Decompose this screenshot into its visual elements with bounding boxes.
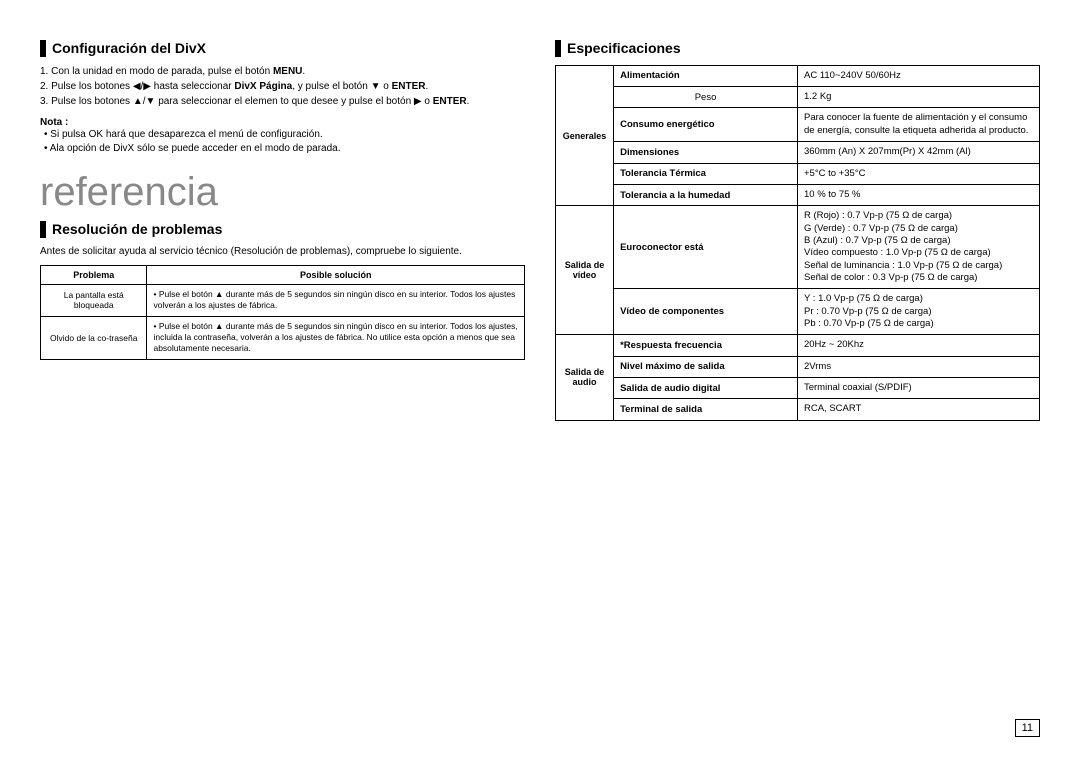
problems-header-solucion: Posible solución [147, 265, 525, 284]
spec-value: 1.2 Kg [797, 87, 1039, 108]
spec-label: Dimensiones [614, 142, 798, 163]
step1-b1: MENU [273, 66, 302, 77]
spec-value: Para conocer la fuente de alimentación y… [797, 108, 1039, 142]
nota-item: Ala opción de DivX sólo se puede acceder… [44, 142, 525, 156]
table-row: Consumo energéticoPara conocer la fuente… [556, 108, 1040, 142]
spec-label: Tolerancia Térmica [614, 163, 798, 184]
table-row: Salida de audio*Respuesta frecuencia20Hz… [556, 335, 1040, 356]
divx-steps: 1. Con la unidad en modo de parada, puls… [40, 65, 525, 109]
spec-label: Salida de audio digital [614, 377, 798, 398]
step3-b1: ENTER [433, 96, 467, 107]
spec-label: Terminal de salida [614, 399, 798, 420]
table-row: Salida de audio digitalTerminal coaxial … [556, 377, 1040, 398]
spec-value: AC 110~240V 50/60Hz [797, 65, 1039, 86]
spec-group: Salida de audio [556, 335, 614, 420]
step3-post: . [467, 96, 470, 107]
table-row: Terminal de salidaRCA, SCART [556, 399, 1040, 420]
solution-cell: Pulse el botón ▲ durante más de 5 segund… [147, 284, 525, 316]
step1-pre: 1. Con la unidad en modo de parada, puls… [40, 66, 273, 77]
spec-label: Nivel máximo de salida [614, 356, 798, 377]
table-row: Dimensiones360mm (An) X 207mm(Pr) X 42mm… [556, 142, 1040, 163]
problem-cell: La pantalla está bloqueada [41, 284, 147, 316]
table-row: Salida de vídeoEuroconector estáR (Rojo)… [556, 206, 1040, 289]
heading-resolucion: Resolución de problemas [40, 221, 525, 238]
nota-list: Si pulsa OK hará que desaparezca el menú… [40, 128, 525, 156]
step3-pre: 3. Pulse los botones ▲/▼ para selecciona… [40, 96, 433, 107]
step1-post: . [302, 66, 305, 77]
spec-group: Generales [556, 65, 614, 205]
spec-group: Salida de vídeo [556, 206, 614, 335]
step2-post: . [426, 81, 429, 92]
problem-cell: Olvido de la co-traseña [41, 316, 147, 359]
step2-b1: DivX Página [234, 81, 292, 92]
spec-value: R (Rojo) : 0.7 Vp-p (75 Ω de carga)G (Ve… [797, 206, 1039, 289]
resolucion-intro: Antes de solicitar ayuda al servicio téc… [40, 246, 525, 257]
spec-label: Euroconector está [614, 206, 798, 289]
heading-divx: Configuración del DivX [40, 40, 525, 57]
heading-especificaciones: Especificaciones [555, 40, 1040, 57]
spec-label: Alimentación [614, 65, 798, 86]
table-row: Tolerancia Térmica+5°C to +35°C [556, 163, 1040, 184]
step2-pre: 2. Pulse los botones ◀/▶ hasta seleccion… [40, 81, 234, 92]
table-row: Nivel máximo de salida2Vrms [556, 356, 1040, 377]
spec-label: Peso [614, 87, 798, 108]
spec-value: 10 % to 75 % [797, 184, 1039, 205]
problems-table: Problema Posible solución La pantalla es… [40, 265, 525, 360]
table-row: Vídeo de componentesY : 1.0 Vp-p (75 Ω d… [556, 289, 1040, 335]
spec-label: Vídeo de componentes [614, 289, 798, 335]
table-row: La pantalla está bloqueada Pulse el botó… [41, 284, 525, 316]
section-title-referencia: referencia [40, 170, 525, 215]
spec-value: 360mm (An) X 207mm(Pr) X 42mm (Al) [797, 142, 1039, 163]
spec-value: 2Vrms [797, 356, 1039, 377]
step2-mid: , y pulse el botón ▼ o [292, 81, 391, 92]
spec-label: *Respuesta frecuencia [614, 335, 798, 356]
problems-header-problema: Problema [41, 265, 147, 284]
spec-value: Y : 1.0 Vp-p (75 Ω de carga)Pr : 0.70 Vp… [797, 289, 1039, 335]
nota-title: Nota : [40, 117, 525, 128]
table-row: Olvido de la co-traseña Pulse el botón ▲… [41, 316, 525, 359]
spec-value: Terminal coaxial (S/PDIF) [797, 377, 1039, 398]
solution-cell: Pulse el botón ▲ durante más de 5 segund… [147, 316, 525, 359]
nota-item: Si pulsa OK hará que desaparezca el menú… [44, 128, 525, 142]
spec-value: 20Hz ~ 20Khz [797, 335, 1039, 356]
spec-value: RCA, SCART [797, 399, 1039, 420]
spec-label: Tolerancia a la humedad [614, 184, 798, 205]
spec-table: GeneralesAlimentaciónAC 110~240V 50/60Hz… [555, 65, 1040, 421]
spec-value: +5°C to +35°C [797, 163, 1039, 184]
spec-label: Consumo energético [614, 108, 798, 142]
table-row: GeneralesAlimentaciónAC 110~240V 50/60Hz [556, 65, 1040, 86]
table-row: Tolerancia a la humedad10 % to 75 % [556, 184, 1040, 205]
page-number: 11 [1015, 719, 1040, 737]
table-row: Peso1.2 Kg [556, 87, 1040, 108]
step2-b2: ENTER [392, 81, 426, 92]
